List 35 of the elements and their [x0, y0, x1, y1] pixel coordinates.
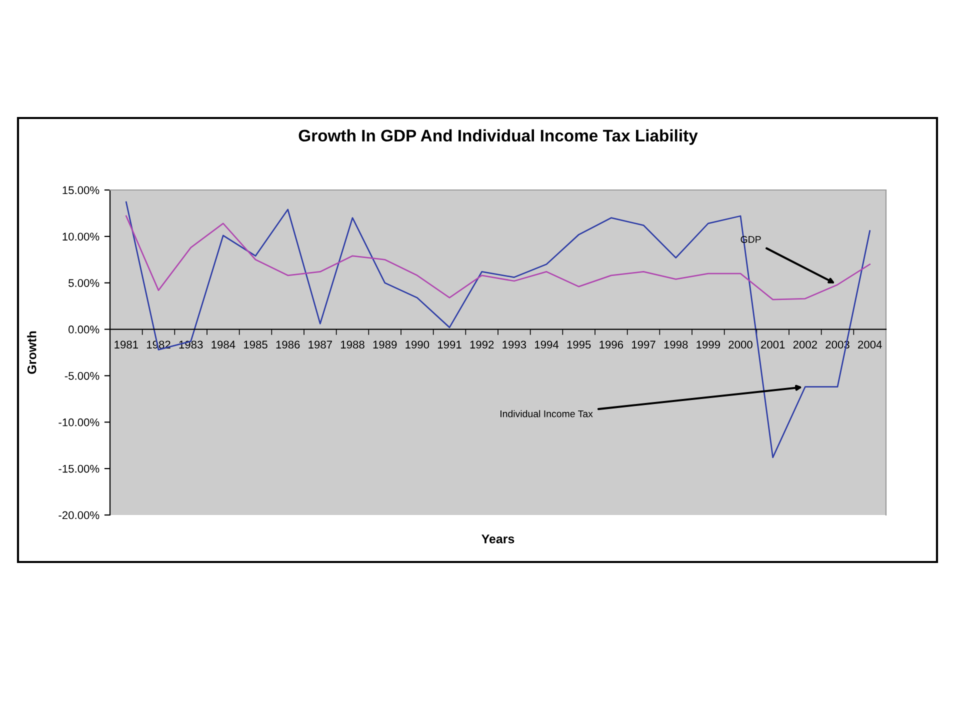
x-tick-label: 1997: [632, 340, 656, 349]
x-tick-label: 2002: [793, 340, 817, 349]
x-tick-label: 1983: [179, 340, 203, 349]
annotation: Individual Income Tax: [500, 410, 593, 418]
y-tick-label: 5.00%: [68, 279, 100, 287]
y-tick-label: -20.00%: [58, 511, 100, 520]
y-tick-label: 10.00%: [62, 232, 100, 241]
y-tick-label: -15.00%: [58, 464, 100, 473]
x-tick-label: 1987: [308, 340, 332, 349]
x-tick-label: 1994: [534, 340, 559, 349]
x-tick-label: 1988: [340, 340, 364, 349]
x-tick-label: 1993: [502, 340, 526, 349]
x-tick-label: 1984: [212, 340, 236, 349]
y-tick-label: 0.00%: [68, 326, 100, 334]
x-tick-label: 2001: [761, 340, 785, 349]
x-tick-label: 1996: [600, 340, 624, 349]
x-tick-label: 1985: [244, 340, 268, 349]
y-axis-title: Growth: [27, 331, 36, 374]
x-tick-label: 1989: [373, 340, 397, 349]
x-tick-label: 1998: [664, 340, 688, 349]
x-axis-title: Years: [482, 534, 514, 544]
y-tick-label: 15.00%: [62, 186, 100, 194]
x-tick-label: 1986: [276, 340, 300, 349]
x-tick-label: 1992: [470, 340, 494, 349]
line-series: [125, 215, 871, 300]
x-tick-label: 2000: [728, 340, 752, 349]
x-tick-label: 1995: [567, 340, 591, 349]
x-tick-label: 1981: [114, 340, 138, 349]
y-tick-label: -10.00%: [58, 418, 100, 426]
x-tick-label: 1991: [438, 340, 462, 349]
y-tick-label: -5.00%: [64, 372, 100, 380]
chart-title: Growth In GDP And Individual Income Tax Liability: [298, 129, 698, 145]
x-tick-label: 2004: [858, 340, 882, 349]
x-tick-label: 1999: [696, 340, 720, 349]
x-tick-label: 1990: [406, 340, 430, 349]
